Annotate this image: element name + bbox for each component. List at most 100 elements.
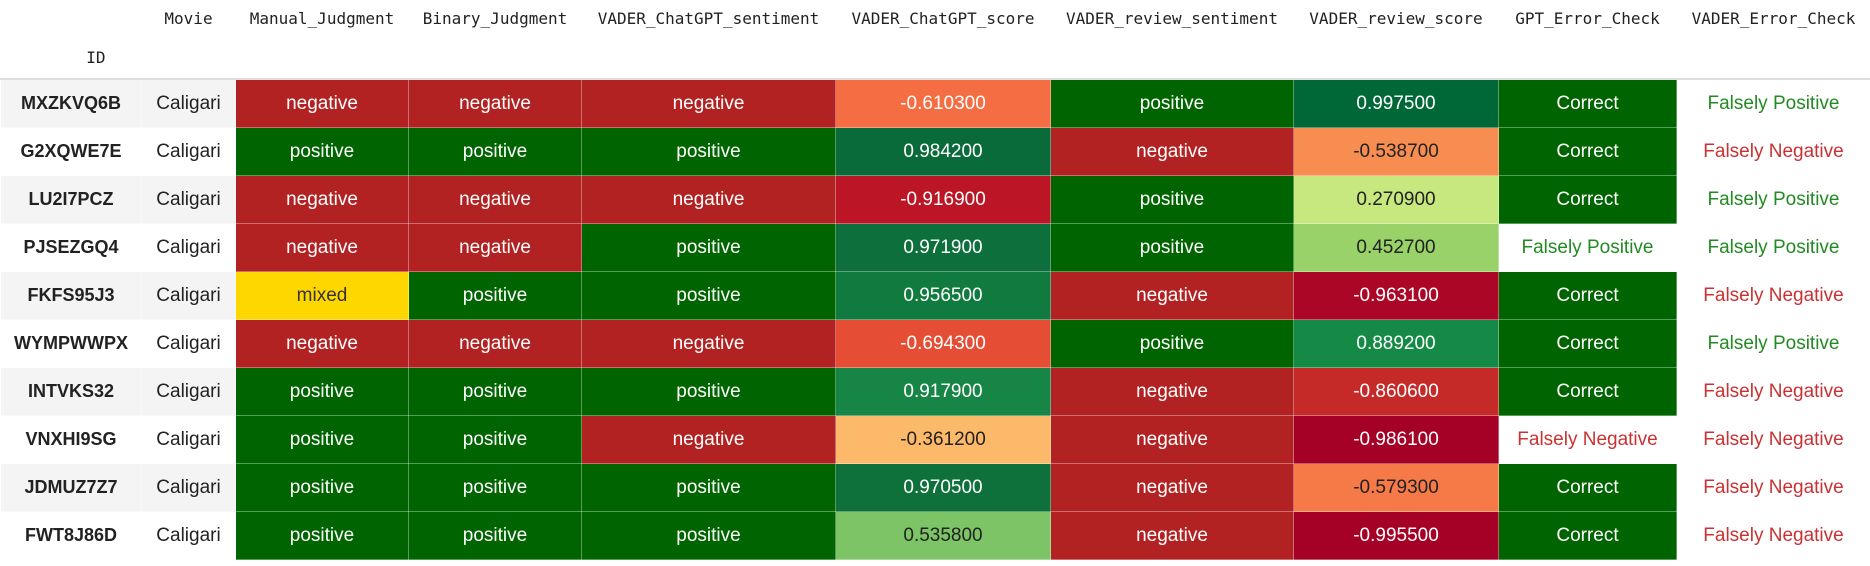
index-header-row: ID bbox=[0, 36, 1870, 79]
score-cell: -0.963100 bbox=[1293, 271, 1499, 320]
sentiment-cell: positive bbox=[1050, 78, 1294, 128]
sentiment-cell: positive bbox=[408, 511, 582, 560]
data-row: JDMUZ7Z7 Caligari positive positive positive… bbox=[0, 463, 1870, 512]
score-cell: -0.610300 bbox=[835, 78, 1051, 128]
column-header: VADER_ChatGPT_sentiment bbox=[597, 8, 820, 28]
error-check-cell: Correct bbox=[1498, 175, 1677, 224]
sentiment-cell: negative bbox=[1050, 415, 1294, 464]
score-cell: -0.538700 bbox=[1293, 127, 1499, 176]
sentiment-cell: negative bbox=[581, 78, 836, 128]
error-check-cell: Falsely Negative bbox=[1676, 271, 1870, 320]
header-row: Movie Manual_Judgment Binary_Judgment VADER… bbox=[1, 0, 1870, 36]
error-check-cell: Falsely Negative bbox=[1676, 415, 1870, 464]
sentiment-cell: negative bbox=[408, 223, 582, 272]
score-cell: -0.986100 bbox=[1293, 415, 1499, 464]
sentiment-cell: negative bbox=[581, 415, 836, 464]
sentiment-cell: negative bbox=[235, 223, 409, 272]
error-check-cell: Correct bbox=[1498, 127, 1677, 176]
score-cell: -0.995500 bbox=[1293, 511, 1499, 560]
corner bbox=[1, 0, 142, 36]
error-check-cell: Falsely Positive bbox=[1676, 319, 1870, 368]
score-cell: -0.361200 bbox=[835, 415, 1051, 464]
movie-cell: Caligari bbox=[141, 78, 236, 128]
movie-cell: Caligari bbox=[141, 415, 236, 464]
error-check-cell: Falsely Positive bbox=[1498, 223, 1677, 272]
sentiment-cell: positive bbox=[581, 511, 836, 560]
sentiment-cell: negative bbox=[1050, 511, 1294, 560]
sentiment-cell: positive bbox=[581, 223, 836, 272]
score-cell: 0.452700 bbox=[1293, 223, 1499, 272]
row-id: LU2I7PCZ bbox=[0, 175, 142, 224]
sentiment-cell: negative bbox=[1050, 367, 1294, 416]
sentiment-cell: negative bbox=[1050, 463, 1294, 512]
error-check-cell: Correct bbox=[1498, 463, 1677, 512]
error-check-cell: Falsely Negative bbox=[1676, 463, 1870, 512]
movie-cell: Caligari bbox=[141, 127, 236, 176]
sentiment-cell: negative bbox=[235, 319, 409, 368]
row-id: MXZKVQ6B bbox=[0, 78, 142, 128]
sentiment-cell: mixed bbox=[235, 271, 409, 320]
error-check-cell: Falsely Positive bbox=[1676, 223, 1870, 272]
column-header: VADER_Error_Check bbox=[1691, 8, 1856, 28]
sentiment-cell: positive bbox=[581, 127, 836, 176]
row-id: WYMPWWPX bbox=[0, 319, 142, 368]
sentiment-cell: negative bbox=[408, 319, 582, 368]
sentiment-cell: positive bbox=[581, 367, 836, 416]
row-id: G2XQWE7E bbox=[0, 127, 142, 176]
sentiment-cell: positive bbox=[408, 415, 582, 464]
sentiment-cell: positive bbox=[235, 511, 409, 560]
column-header: GPT_Error_Check bbox=[1515, 8, 1660, 28]
score-cell: -0.579300 bbox=[1293, 463, 1499, 512]
movie-cell: Caligari bbox=[141, 319, 236, 368]
score-cell: 0.970500 bbox=[835, 463, 1051, 512]
score-cell: -0.860600 bbox=[1293, 367, 1499, 416]
error-check-cell: Falsely Negative bbox=[1676, 511, 1870, 560]
index-name: ID bbox=[86, 47, 106, 67]
sentiment-cell: negative bbox=[235, 175, 409, 224]
sentiment-cell: negative bbox=[408, 78, 582, 128]
movie-cell: Caligari bbox=[141, 367, 236, 416]
sentiment-cell: positive bbox=[581, 463, 836, 512]
data-row: G2XQWE7E Caligari positive positive positive… bbox=[0, 127, 1870, 176]
sentiment-cell: positive bbox=[408, 271, 582, 320]
error-check-cell: Falsely Negative bbox=[1676, 367, 1870, 416]
sentiment-cell: negative bbox=[581, 319, 836, 368]
row-id: PJSEZGQ4 bbox=[0, 223, 142, 272]
score-cell: 0.535800 bbox=[835, 511, 1051, 560]
sentiment-cell: positive bbox=[408, 127, 582, 176]
sentiment-cell: negative bbox=[581, 175, 836, 224]
sentiment-cell: positive bbox=[235, 127, 409, 176]
table-body: MXZKVQ6B Caligari negative negative negative… bbox=[0, 78, 1870, 560]
movie-cell: Caligari bbox=[141, 175, 236, 224]
movie-cell: Caligari bbox=[141, 223, 236, 272]
column-header: Manual_Judgment bbox=[249, 8, 395, 28]
blank bbox=[142, 36, 1870, 79]
data-row: WYMPWWPX Caligari negative negative negative… bbox=[0, 319, 1870, 368]
column-header: VADER_review_score bbox=[1309, 8, 1483, 28]
error-check-cell: Correct bbox=[1498, 78, 1677, 128]
score-cell: 0.917900 bbox=[835, 367, 1051, 416]
sentiment-cell: positive bbox=[581, 271, 836, 320]
movie-cell: Caligari bbox=[141, 271, 236, 320]
data-row: PJSEZGQ4 Caligari negative negative positive… bbox=[0, 223, 1870, 272]
error-check-cell: Falsely Negative bbox=[1676, 127, 1870, 176]
sentiment-cell: positive bbox=[408, 367, 582, 416]
sentiment-cell: positive bbox=[408, 463, 582, 512]
row-id: VNXHI9SG bbox=[0, 415, 142, 464]
sentiment-cell: positive bbox=[1050, 175, 1294, 224]
sentiment-cell: positive bbox=[235, 415, 409, 464]
error-check-cell: Falsely Positive bbox=[1676, 175, 1870, 224]
score-cell: 0.270900 bbox=[1293, 175, 1499, 224]
column-header: VADER_ChatGPT_score bbox=[851, 8, 1035, 28]
sentiment-cell: positive bbox=[235, 463, 409, 512]
sentiment-cell: negative bbox=[235, 78, 409, 128]
column-header: Movie bbox=[164, 8, 213, 28]
error-check-cell: Correct bbox=[1498, 511, 1677, 560]
score-cell: 0.956500 bbox=[835, 271, 1051, 320]
data-row: FKFS95J3 Caligari mixed positive positive 0.9… bbox=[0, 271, 1870, 320]
score-cell: -0.916900 bbox=[835, 175, 1051, 224]
data-row: MXZKVQ6B Caligari negative negative negative… bbox=[0, 78, 1870, 128]
score-cell: 0.984200 bbox=[835, 127, 1051, 176]
